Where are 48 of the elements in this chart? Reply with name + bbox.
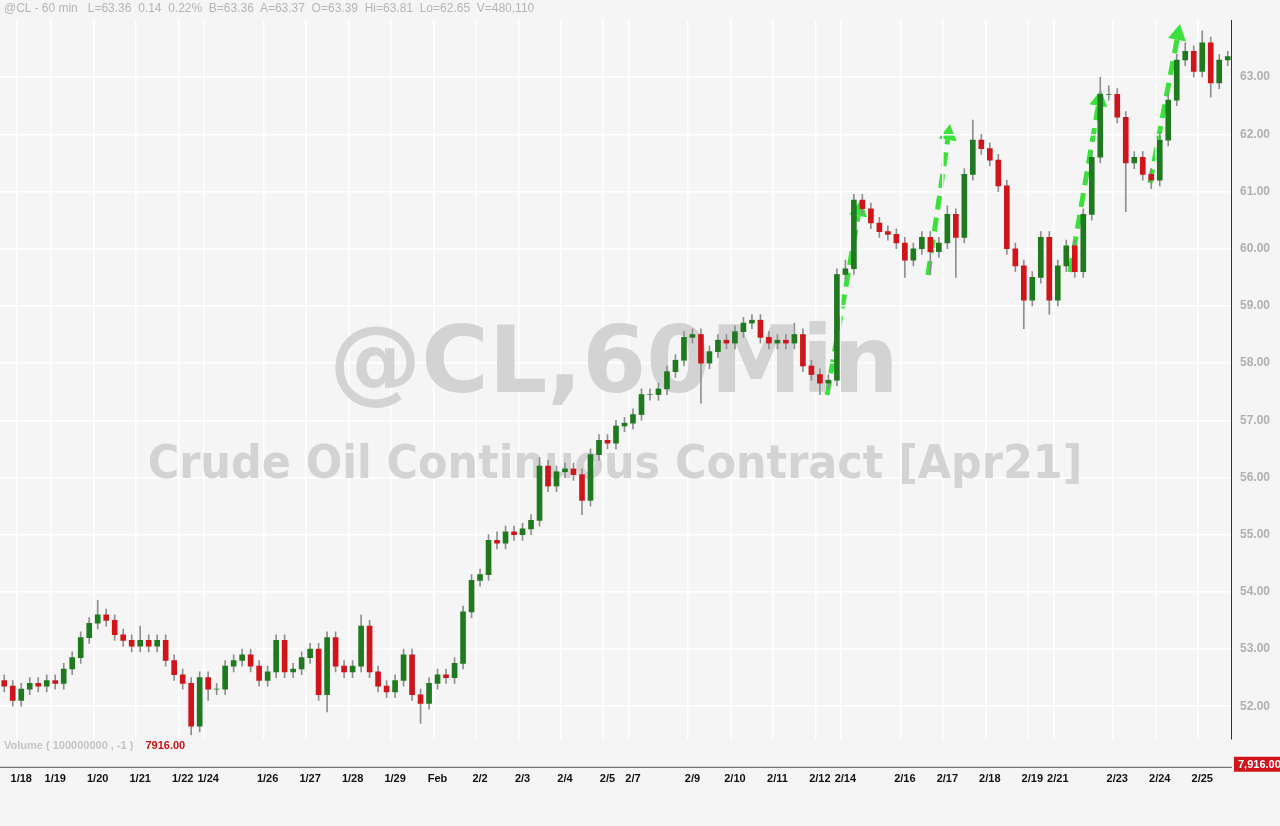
x-tick-label: 1/22	[171, 772, 194, 785]
x-tick-label: 2/14	[834, 772, 857, 785]
x-tick-label: 1/20	[87, 772, 109, 785]
x-tick-label: 2/9	[684, 772, 701, 785]
y-tick-label: 59.00	[1239, 298, 1271, 313]
y-tick-label: 60.00	[1239, 241, 1271, 256]
x-tick-label: 2/7	[625, 772, 641, 785]
x-tick-label: 2/21	[1047, 772, 1069, 785]
x-tick-label: 2/19	[1021, 772, 1044, 785]
x-tick-label: 2/25	[1191, 772, 1213, 785]
x-tick-label: 2/2	[472, 772, 488, 785]
y-tick-label: 54.00	[1239, 584, 1271, 599]
x-tick-label: 1/19	[44, 772, 66, 785]
y-tick-label: 57.00	[1239, 412, 1271, 427]
x-tick-label: 1/29	[384, 772, 406, 785]
x-tick-label: 1/28	[341, 772, 364, 785]
x-tick-label: 2/5	[599, 772, 616, 785]
x-tick-label: 2/24	[1149, 772, 1172, 785]
x-tick-label: 2/12	[809, 772, 831, 785]
x-tick-label: 1/18	[10, 772, 32, 785]
y-tick-label: 56.00	[1239, 469, 1271, 484]
candlestick	[494, 531, 500, 550]
x-tick-label: 2/16	[894, 772, 916, 785]
y-tick-label: 55.00	[1239, 526, 1271, 541]
x-tick-label: 2/23	[1106, 772, 1128, 785]
x-tick-label: 2/18	[979, 772, 1001, 785]
x-tick-label: 2/17	[936, 772, 959, 785]
y-tick-label: 63.00	[1239, 69, 1271, 84]
candlestick	[290, 662, 296, 678]
x-tick-label: 1/26	[256, 772, 279, 785]
x-tick-label: 1/21	[129, 772, 151, 785]
text: 7916.00	[145, 738, 186, 751]
x-tick-label: 2/11	[767, 772, 788, 785]
y-tick-label: 61.00	[1239, 183, 1271, 198]
x-tick-label: 1/24	[197, 772, 220, 785]
candlestick	[137, 625, 144, 653]
candlestick	[1105, 85, 1112, 101]
x-tick-label: 2/4	[557, 772, 574, 785]
x-tick-label: 1/27	[299, 772, 321, 785]
y-tick-label: 62.00	[1239, 126, 1271, 141]
y-tick-label: 53.00	[1239, 641, 1271, 656]
y-tick-label: 58.00	[1239, 355, 1271, 370]
y-tick-label: 52.00	[1239, 698, 1271, 713]
x-tick-label: 2/10	[724, 772, 746, 785]
text: 7,916.00	[1237, 757, 1280, 770]
x-tick-label: 2/3	[514, 772, 531, 785]
text: @CL - 60 min L=63.36 0.14 0.22% B=63.36 A=63.37 O=63.39 Hi=63.81 Lo=62.65 V=480,110	[4, 1, 535, 16]
x-tick-label: Feb	[427, 772, 448, 785]
